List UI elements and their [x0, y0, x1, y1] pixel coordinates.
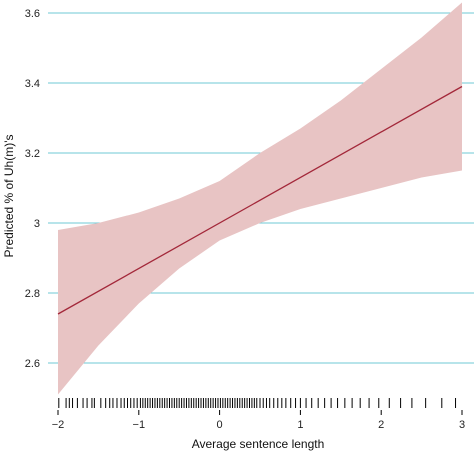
y-tick-label: 3.6	[25, 8, 40, 20]
x-axis-title: Average sentence length	[192, 437, 325, 451]
x-axis-ticks: −2 −1 0 1 2 3	[52, 410, 465, 431]
x-tick-label: 1	[297, 419, 303, 431]
x-tick-label: −1	[133, 419, 146, 431]
fit-line	[57, 85, 463, 315]
x-tick-label: 3	[459, 419, 465, 431]
y-tick-label: 3.4	[25, 78, 40, 90]
x-tick-label: −2	[52, 419, 65, 431]
x-tick-label: 2	[378, 419, 384, 431]
confidence-band	[58, 2, 462, 395]
y-tick-label: 2.8	[25, 288, 40, 300]
y-axis-title: Predicted % of Uh(m)'s	[2, 135, 16, 258]
y-tick-label: 3.2	[25, 148, 40, 160]
y-axis-ticks: 2.6 2.8 3 3.2 3.4 3.6	[25, 8, 40, 370]
x-tick-label: 0	[217, 419, 223, 431]
y-tick-label: 2.6	[25, 358, 40, 370]
rug-marks	[58, 398, 457, 408]
y-tick-label: 3	[34, 218, 40, 230]
